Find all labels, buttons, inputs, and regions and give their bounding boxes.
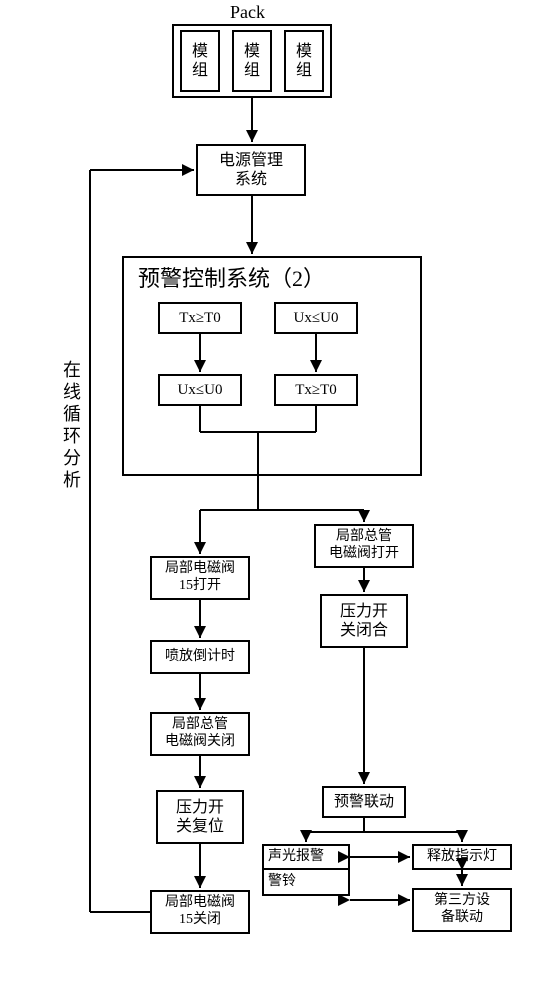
module-3: 模 组 — [284, 30, 324, 92]
pack-label: Pack — [230, 2, 265, 23]
countdown: 喷放倒计时 — [150, 640, 250, 674]
pressure-close: 压力开 关闭合 — [320, 594, 408, 648]
warning-system-title: 预警控制系统（2） — [138, 266, 410, 292]
cond-tx-bottom: Tx≥T0 — [274, 374, 358, 406]
module-2: 模 组 — [232, 30, 272, 92]
side-label: 在线循环分析 — [58, 360, 84, 492]
pressure-reset: 压力开 关复位 — [156, 790, 244, 844]
power-mgmt: 电源管理 系统 — [196, 144, 306, 196]
cond-ux-top: Ux≤U0 — [274, 302, 358, 334]
open-main: 局部总管 电磁阀打开 — [314, 524, 414, 568]
open-15: 局部电磁阀 15打开 — [150, 556, 250, 600]
cond-tx-top: Tx≥T0 — [158, 302, 242, 334]
alarm-third-party: 第三方设 备联动 — [412, 888, 512, 932]
alarm-release-led: 释放指示灯 — [412, 844, 512, 870]
alarm-bell: 警铃 — [262, 870, 350, 896]
close-15: 局部电磁阀 15关闭 — [150, 890, 250, 934]
warning-system: 预警控制系统（2） — [122, 256, 422, 476]
cond-ux-bottom: Ux≤U0 — [158, 374, 242, 406]
module-1: 模 组 — [180, 30, 220, 92]
warning-link: 预警联动 — [322, 786, 406, 818]
close-main: 局部总管 电磁阀关闭 — [150, 712, 250, 756]
alarm-av: 声光报警 — [262, 844, 350, 870]
